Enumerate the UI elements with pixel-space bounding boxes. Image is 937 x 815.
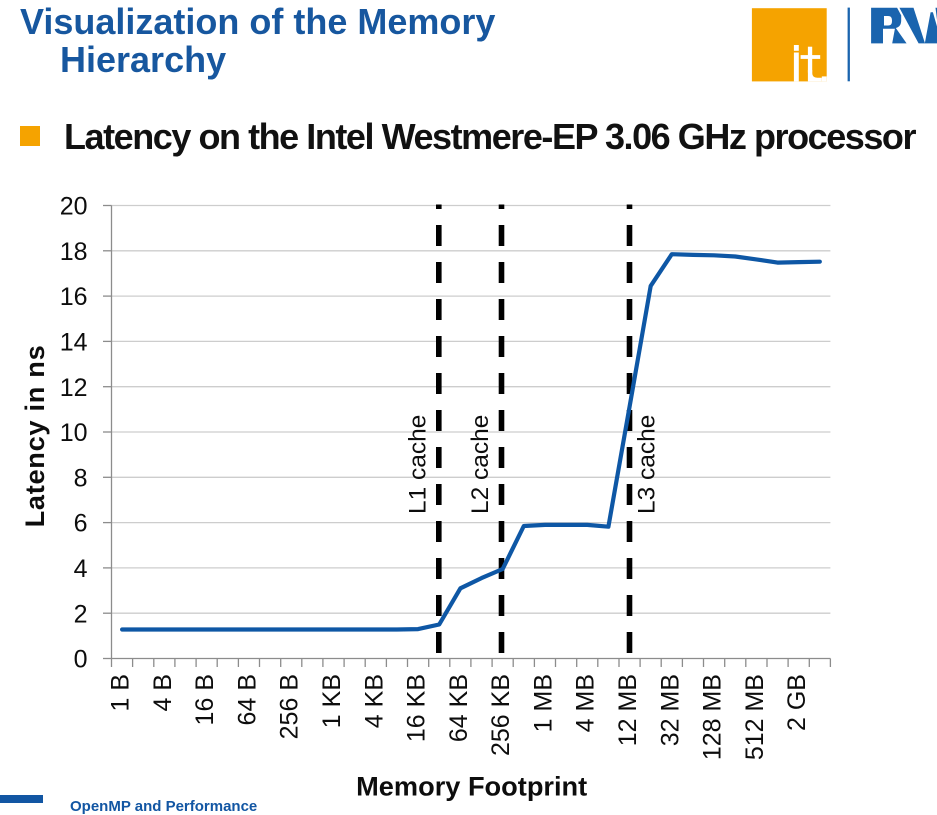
svg-text:Memory Footprint: Memory Footprint — [356, 770, 587, 801]
svg-text:128 MB: 128 MB — [699, 674, 727, 760]
svg-text:L1 cache: L1 cache — [405, 415, 432, 514]
svg-text:L2 cache: L2 cache — [467, 415, 494, 514]
svg-text:10: 10 — [60, 419, 88, 447]
svg-text:0: 0 — [74, 646, 88, 674]
svg-text:1 MB: 1 MB — [530, 674, 558, 732]
svg-text:12 MB: 12 MB — [614, 674, 642, 746]
svg-text:L3 cache: L3 cache — [634, 415, 661, 514]
svg-text:4 KB: 4 KB — [360, 674, 388, 728]
svg-text:2 GB: 2 GB — [783, 674, 811, 731]
svg-text:12: 12 — [60, 374, 88, 402]
svg-text:64 KB: 64 KB — [445, 674, 473, 742]
svg-text:4 MB: 4 MB — [572, 674, 600, 732]
svg-text:1 B: 1 B — [107, 674, 135, 712]
svg-text:16: 16 — [60, 283, 88, 311]
svg-text:512 MB: 512 MB — [741, 674, 769, 760]
svg-text:16 KB: 16 KB — [403, 674, 431, 742]
svg-text:16 B: 16 B — [191, 674, 219, 725]
svg-text:4: 4 — [74, 555, 88, 583]
svg-text:64 B: 64 B — [233, 674, 261, 725]
svg-text:1 KB: 1 KB — [318, 674, 346, 728]
svg-text:256 B: 256 B — [276, 674, 304, 739]
svg-text:14: 14 — [60, 329, 88, 357]
svg-text:2: 2 — [74, 600, 88, 628]
svg-text:256 KB: 256 KB — [487, 674, 515, 756]
svg-text:4 B: 4 B — [149, 674, 177, 712]
svg-text:6: 6 — [74, 510, 88, 538]
svg-text:18: 18 — [60, 238, 88, 266]
svg-text:20: 20 — [60, 193, 88, 221]
svg-text:Latency in ns: Latency in ns — [19, 345, 50, 528]
svg-text:32 MB: 32 MB — [656, 674, 684, 746]
svg-text:8: 8 — [74, 464, 88, 492]
